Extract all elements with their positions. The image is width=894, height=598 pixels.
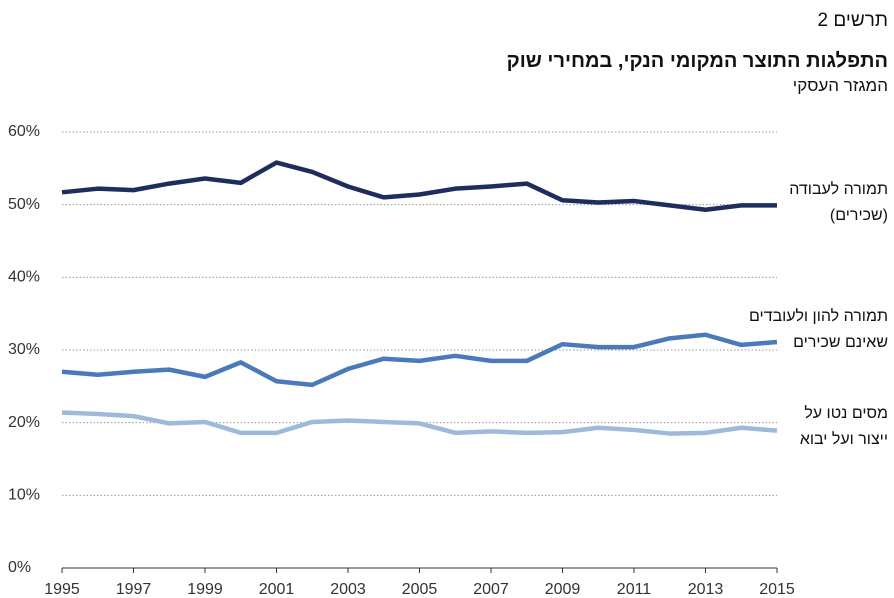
- x-tick-label: 1999: [187, 581, 223, 598]
- x-tick-label: 2013: [688, 581, 724, 598]
- x-tick-label: 1997: [116, 581, 152, 598]
- chart-kicker: תרשים 2: [817, 10, 888, 31]
- x-tick-label: 2003: [330, 581, 366, 598]
- y-tick-label: 20%: [8, 414, 40, 431]
- y-tick-label: 40%: [8, 269, 40, 286]
- series-label: מסים נטו על ייצור ועל יבוא: [799, 405, 888, 448]
- y-tick-label: 0%: [8, 559, 31, 576]
- x-tick-label: 1995: [44, 581, 80, 598]
- series-line: [61, 410, 778, 436]
- series-label: תמורה להון ולעובדים שאינם שכירים: [749, 308, 888, 351]
- x-tick-label: 2009: [545, 581, 581, 598]
- x-tick-label: 2011: [617, 581, 652, 598]
- y-tick-label: 60%: [8, 123, 40, 140]
- series-line: [61, 332, 778, 388]
- x-tick-label: 2015: [759, 581, 795, 598]
- x-tick-label: 2005: [402, 581, 438, 598]
- y-tick-label: 30%: [8, 341, 40, 358]
- x-tick-label: 2001: [259, 581, 295, 598]
- series-line: [61, 160, 777, 213]
- x-tick-label: 2007: [473, 581, 509, 598]
- series-label: תמורה לעבודה (שכירים): [789, 181, 888, 224]
- chart-title: התפלגות התוצר המקומי הנקי, במחירי שוק: [506, 50, 888, 72]
- y-tick-label: 10%: [8, 487, 40, 504]
- y-tick-label: 50%: [8, 196, 40, 213]
- chart-subtitle: המגזר העסקי: [792, 76, 888, 95]
